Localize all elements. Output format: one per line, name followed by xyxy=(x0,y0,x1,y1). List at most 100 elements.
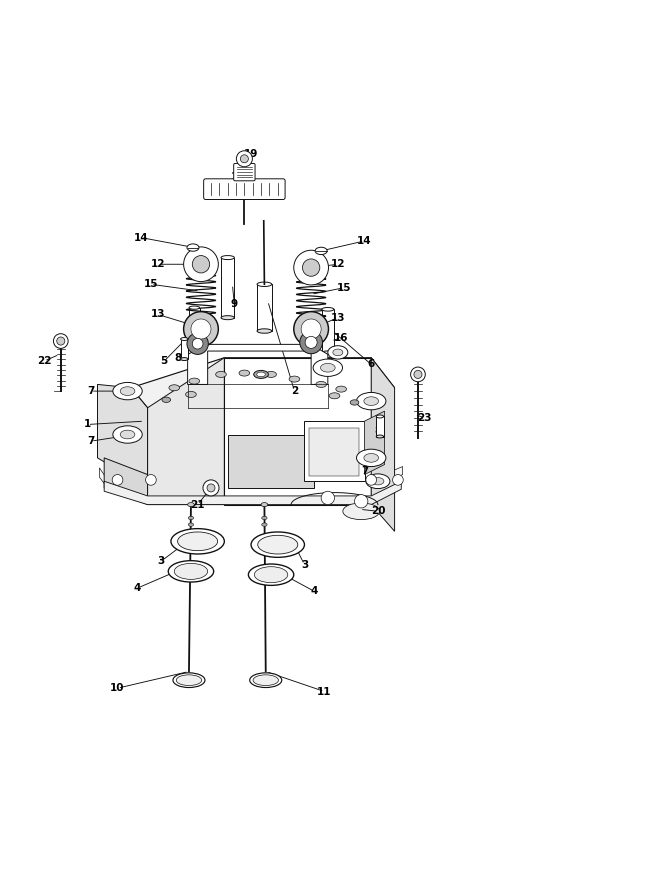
Circle shape xyxy=(192,255,209,273)
Ellipse shape xyxy=(113,382,142,400)
Ellipse shape xyxy=(188,516,193,520)
Ellipse shape xyxy=(372,478,384,485)
Text: 13: 13 xyxy=(330,313,345,322)
Text: 4: 4 xyxy=(311,587,318,596)
Ellipse shape xyxy=(174,563,207,580)
Polygon shape xyxy=(131,358,395,408)
Circle shape xyxy=(305,336,317,348)
Ellipse shape xyxy=(171,528,224,554)
Circle shape xyxy=(294,250,328,285)
Ellipse shape xyxy=(215,371,226,377)
Ellipse shape xyxy=(251,532,304,557)
Circle shape xyxy=(183,247,218,282)
Text: 7: 7 xyxy=(87,386,94,396)
Text: 8: 8 xyxy=(374,426,381,436)
Circle shape xyxy=(183,312,218,347)
Bar xyxy=(376,416,383,436)
Polygon shape xyxy=(104,458,148,505)
FancyBboxPatch shape xyxy=(233,163,255,181)
Ellipse shape xyxy=(333,349,343,355)
Ellipse shape xyxy=(320,363,335,372)
Ellipse shape xyxy=(187,244,199,251)
Bar xyxy=(189,308,199,348)
Ellipse shape xyxy=(316,381,326,388)
Ellipse shape xyxy=(173,673,205,687)
Text: 5: 5 xyxy=(161,356,168,366)
Text: 4: 4 xyxy=(134,583,141,593)
Text: 7: 7 xyxy=(371,400,378,409)
Ellipse shape xyxy=(376,435,383,438)
Ellipse shape xyxy=(258,535,298,554)
Text: 1: 1 xyxy=(84,420,91,429)
Polygon shape xyxy=(100,467,403,488)
Ellipse shape xyxy=(248,564,294,586)
Ellipse shape xyxy=(253,675,278,686)
Ellipse shape xyxy=(120,430,135,439)
Ellipse shape xyxy=(181,357,188,361)
Text: 13: 13 xyxy=(151,309,165,319)
Text: 3: 3 xyxy=(157,556,165,567)
Circle shape xyxy=(203,480,219,496)
Text: 3: 3 xyxy=(301,560,308,570)
Ellipse shape xyxy=(350,400,359,405)
Circle shape xyxy=(300,331,322,354)
Ellipse shape xyxy=(189,346,199,349)
Circle shape xyxy=(411,367,425,381)
Ellipse shape xyxy=(329,393,340,399)
Polygon shape xyxy=(187,344,328,384)
Ellipse shape xyxy=(187,502,194,507)
Ellipse shape xyxy=(181,337,188,341)
Ellipse shape xyxy=(169,561,213,582)
Bar xyxy=(322,309,334,353)
Text: 11: 11 xyxy=(317,687,332,697)
Ellipse shape xyxy=(169,385,179,391)
Ellipse shape xyxy=(322,308,334,311)
Polygon shape xyxy=(104,481,401,505)
Text: 7: 7 xyxy=(361,467,368,476)
Circle shape xyxy=(57,337,65,345)
Ellipse shape xyxy=(364,397,379,406)
Ellipse shape xyxy=(257,372,266,377)
Ellipse shape xyxy=(313,359,343,376)
Text: 22: 22 xyxy=(37,356,52,366)
Ellipse shape xyxy=(221,255,234,260)
Text: 6: 6 xyxy=(367,360,375,369)
Text: 12: 12 xyxy=(151,259,165,269)
Ellipse shape xyxy=(257,282,272,287)
Bar xyxy=(304,421,365,481)
Bar xyxy=(257,284,272,331)
Ellipse shape xyxy=(376,415,383,418)
Circle shape xyxy=(187,333,208,355)
Ellipse shape xyxy=(189,378,199,384)
Ellipse shape xyxy=(257,328,272,333)
Ellipse shape xyxy=(262,523,267,527)
Text: 15: 15 xyxy=(144,279,158,289)
Text: 20: 20 xyxy=(371,507,385,516)
Circle shape xyxy=(366,474,377,485)
Circle shape xyxy=(240,155,248,163)
Circle shape xyxy=(302,259,320,276)
Ellipse shape xyxy=(221,315,234,320)
Polygon shape xyxy=(98,384,148,478)
Ellipse shape xyxy=(289,376,300,382)
Circle shape xyxy=(355,494,368,508)
Circle shape xyxy=(414,370,422,379)
Text: 23: 23 xyxy=(417,413,432,423)
Ellipse shape xyxy=(357,449,386,467)
Ellipse shape xyxy=(336,386,347,392)
Text: 7: 7 xyxy=(318,366,325,376)
Text: 14: 14 xyxy=(357,235,372,246)
Ellipse shape xyxy=(113,426,142,443)
Ellipse shape xyxy=(322,351,334,355)
Ellipse shape xyxy=(315,248,327,255)
Ellipse shape xyxy=(262,516,267,520)
Polygon shape xyxy=(148,358,224,505)
Bar xyxy=(309,428,359,476)
Ellipse shape xyxy=(189,306,199,309)
Circle shape xyxy=(192,338,203,349)
Circle shape xyxy=(207,484,215,492)
Text: 2: 2 xyxy=(291,386,298,396)
Circle shape xyxy=(146,474,157,485)
Ellipse shape xyxy=(176,675,201,686)
Ellipse shape xyxy=(250,673,282,687)
